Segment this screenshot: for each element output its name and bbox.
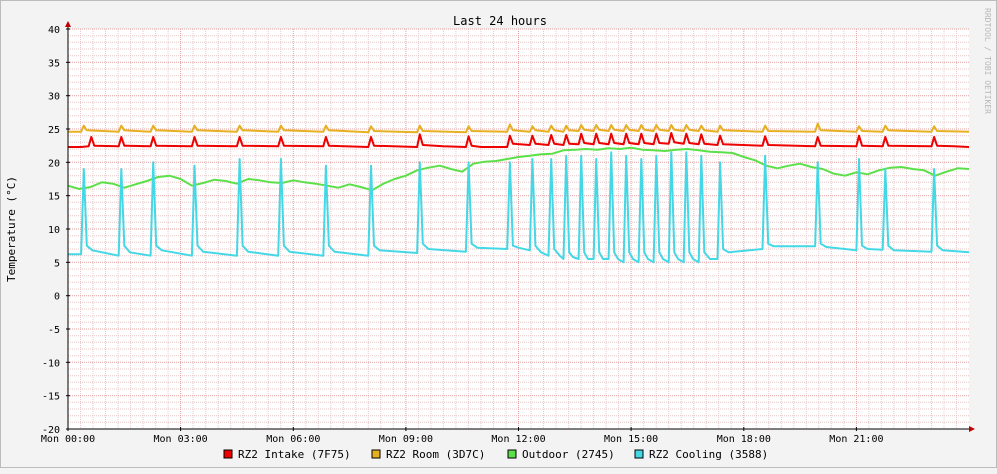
legend-swatch (223, 449, 233, 459)
legend-label: RZ2 Room (3D7C) (386, 448, 485, 461)
legend-label: RZ2 Cooling (3588) (649, 448, 768, 461)
y-tick-label: 0 (54, 292, 60, 303)
x-tick-label: Mon 09:00 (379, 434, 433, 445)
y-tick-label: 25 (48, 125, 60, 136)
legend-swatch (507, 449, 517, 459)
chart-title: Last 24 hours (453, 14, 547, 28)
series-line (68, 151, 970, 264)
legend-swatch (634, 449, 644, 459)
y-tick-label: 15 (48, 192, 60, 203)
y-tick-label: 40 (48, 25, 60, 36)
x-tick-label: Mon 03:00 (154, 434, 208, 445)
y-axis-label: Temperature (°C) (5, 176, 18, 282)
y-tick-label: -20 (42, 425, 60, 436)
x-tick-label: Mon 15:00 (604, 434, 658, 445)
legend-label: Outdoor (2745) (522, 448, 615, 461)
x-tick-label: Mon 12:00 (491, 434, 545, 445)
watermark-text: RRDTOOL / TOBI OETIKER (983, 8, 992, 114)
axes (65, 21, 975, 432)
x-tick-label: Mon 18:00 (717, 434, 771, 445)
legend: RZ2 Intake (7F75) RZ2 Room (3D7C) Outdoor … (223, 448, 768, 461)
x-tick-label: Mon 21:00 (829, 434, 883, 445)
legend-label: RZ2 Intake (7F75) (238, 448, 351, 461)
x-tick-labels: Mon 00:00 Mon 03:00 Mon 06:00 Mon 09:00 Mon … (41, 434, 884, 445)
y-tick-label: -5 (48, 325, 60, 336)
series-line (68, 132, 970, 148)
x-tick-label: Mon 00:00 (41, 434, 95, 445)
y-tick-label: 35 (48, 58, 60, 69)
legend-swatch (371, 449, 381, 459)
y-tick-label: 30 (48, 92, 60, 103)
y-tick-label: -15 (42, 392, 60, 403)
x-tick-label: Mon 06:00 (266, 434, 320, 445)
y-tick-labels: 40 35 30 25 20 15 10 5 0 -5 -10 -15 -20 (42, 25, 60, 436)
series-lines (67, 122, 970, 264)
y-axis-arrow (65, 21, 71, 27)
y-tick-label: 10 (48, 225, 60, 236)
y-tick-label: 5 (54, 258, 60, 269)
series-line (68, 122, 970, 134)
y-tick-label: 20 (48, 158, 60, 169)
x-axis-arrow (969, 426, 975, 432)
y-tick-label: -10 (42, 358, 60, 369)
